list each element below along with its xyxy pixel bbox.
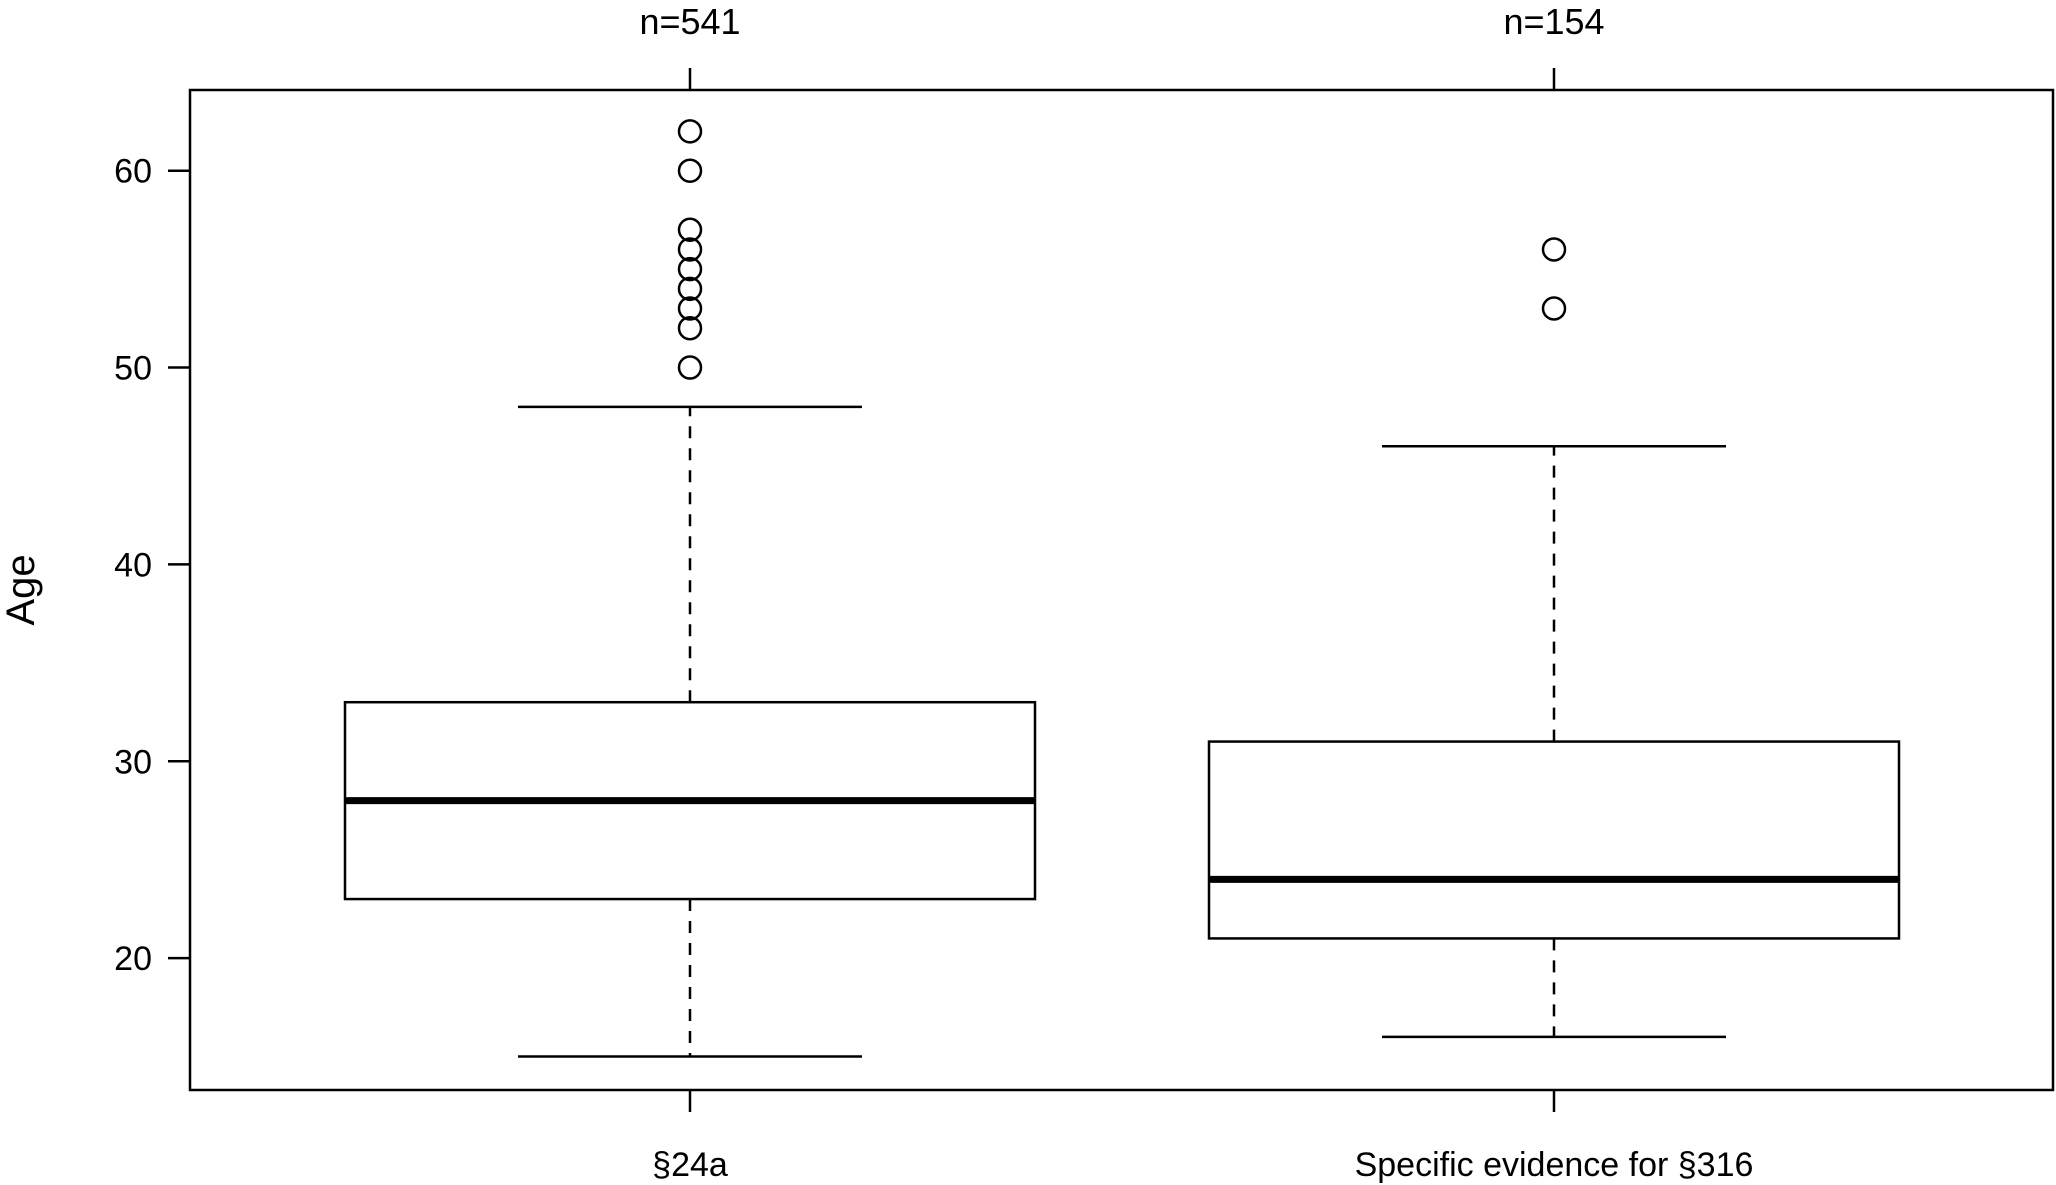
y-axis-label: Age xyxy=(0,554,43,625)
axes-layer: 20 30 40 50 60 §24a n=541 Specific evidence for… xyxy=(114,1,2055,1184)
y-tick-label: 50 xyxy=(114,350,152,388)
y-tick-label: 30 xyxy=(114,743,152,781)
outlier-point xyxy=(1541,237,1567,262)
y-tick-label: 60 xyxy=(114,153,152,191)
outlier-point xyxy=(677,315,703,341)
outlier-point xyxy=(1541,296,1567,321)
y-tick-label: 40 xyxy=(114,546,152,584)
x-tick-label: Specific evidence for §316 xyxy=(1355,1146,1754,1184)
outlier-point xyxy=(677,296,703,321)
count-label: n=154 xyxy=(1503,1,1604,42)
count-label: n=541 xyxy=(639,1,740,42)
outlier-point xyxy=(677,256,703,282)
y-tick-label: 20 xyxy=(114,940,152,978)
x-tick-label: §24a xyxy=(652,1146,728,1184)
boxes-layer xyxy=(343,119,1901,1058)
outlier-point xyxy=(677,237,703,262)
box-group xyxy=(1207,237,1901,1039)
outlier-point xyxy=(677,355,703,380)
iqr-box xyxy=(1207,740,1901,940)
outlier-point xyxy=(677,276,703,302)
plot-frame xyxy=(188,88,2055,1092)
outlier-point xyxy=(677,217,703,243)
outlier-point xyxy=(677,158,703,183)
box-group xyxy=(343,119,1037,1058)
outlier-point xyxy=(677,119,703,144)
